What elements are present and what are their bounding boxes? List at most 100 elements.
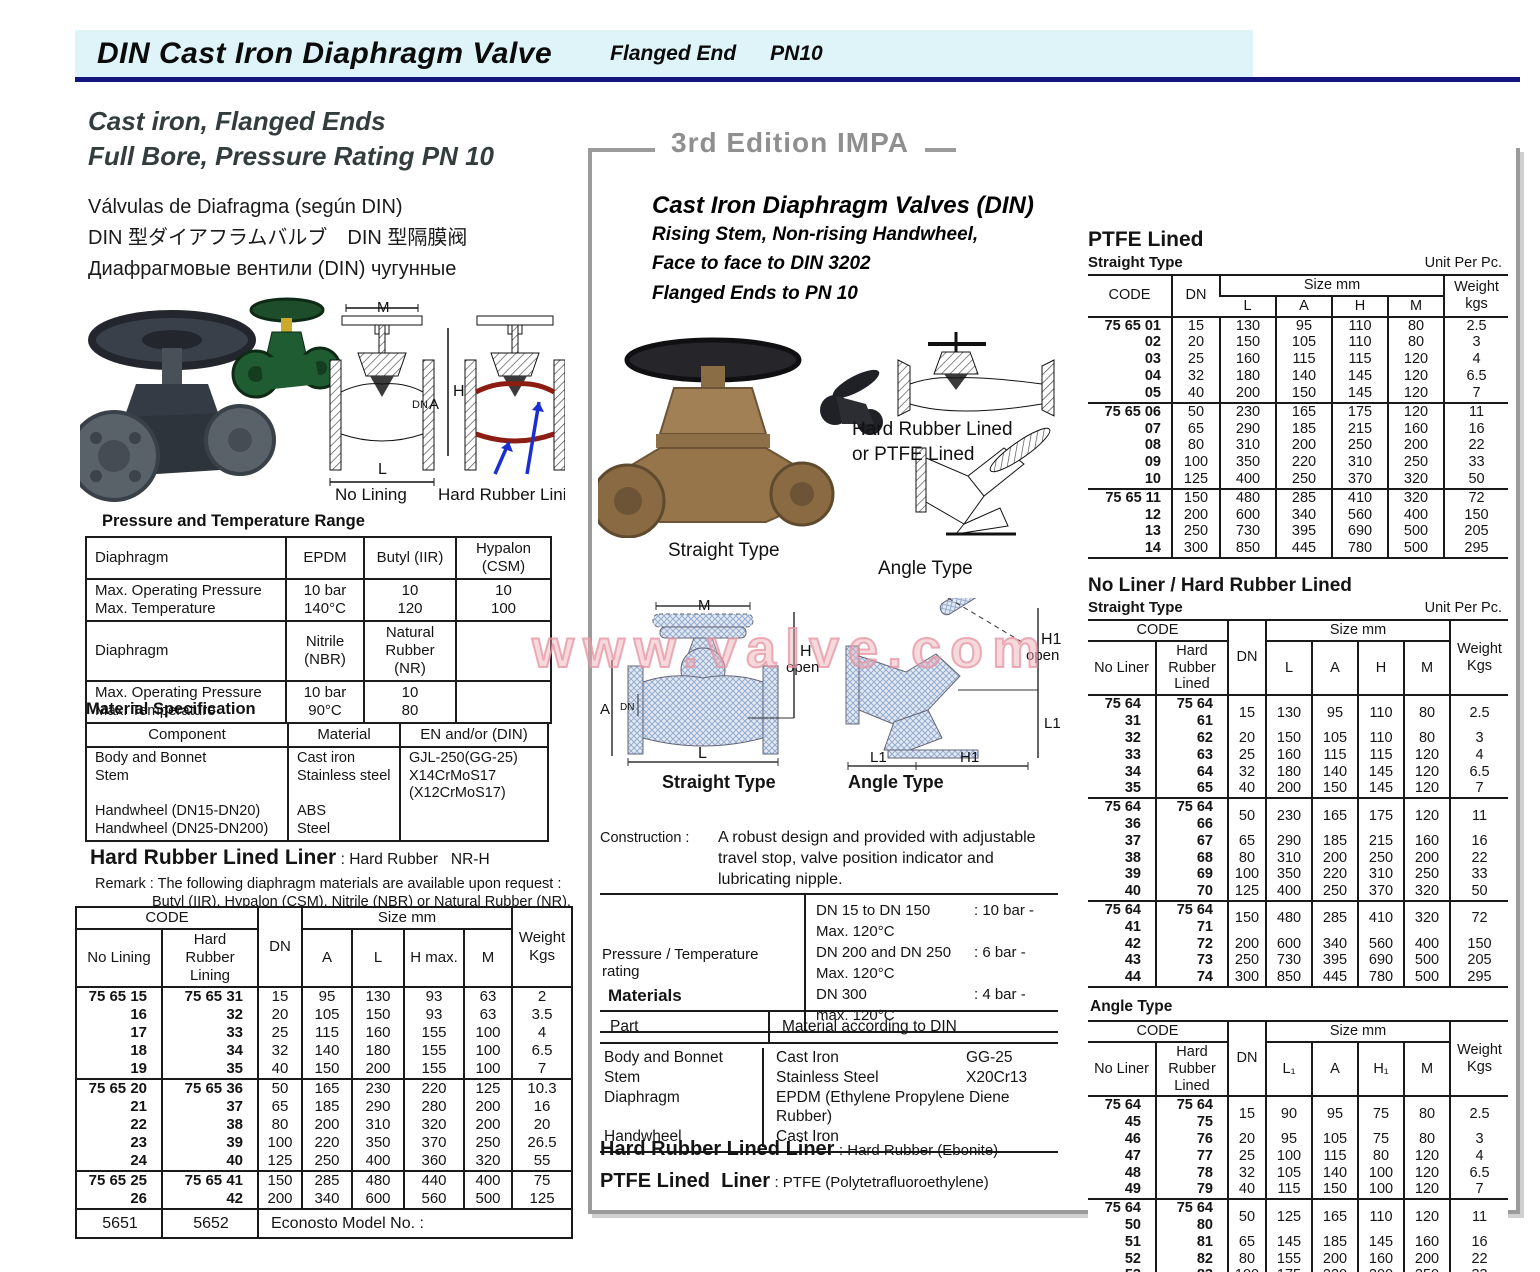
table-row: 48 78 32 105 140 100 120 6.5 [1088, 1164, 1509, 1182]
table-cell: 44 [1124, 969, 1141, 986]
col-hard-rubber-lined: Hard Rubber Lined [1155, 1041, 1228, 1097]
table-cell: 72 [1443, 488, 1509, 507]
table-row: 75 64 31 75 64 61 15 130 95 110 80 2.5 [1088, 695, 1509, 730]
table-row: 19 35 40 150 200 155 100 7 [76, 1060, 573, 1079]
table-cell: 22 [1449, 1250, 1509, 1268]
table-cell: 35 [161, 1060, 258, 1079]
table-cell: 17 [130, 1024, 147, 1041]
material-name: EPDM (Ethylene Propylene Diene Rubber) [776, 1088, 1010, 1126]
col-size-mm: Size mm [300, 907, 513, 930]
straight-dim-figure [611, 602, 795, 766]
table-cell: 600 [351, 1190, 404, 1209]
table-cell: 410 [1331, 488, 1388, 507]
table-cell: 32 [257, 1042, 302, 1060]
table-cell: 26.5 [511, 1134, 573, 1152]
table-cell: 150 [351, 1006, 404, 1024]
table-cell: 95 [301, 987, 352, 1006]
table-cell: 100 [1171, 454, 1220, 471]
pt-row2-nitrile: Nitrile (NBR) [285, 620, 365, 682]
table-cell: 74 [1155, 969, 1228, 988]
dim-label-h: H [453, 383, 465, 400]
pt-row3-label: Max. Operating Pressure Max. Temperature [85, 680, 287, 724]
table-cell: 120 [1386, 351, 1445, 369]
table-cell: 75 [1357, 1130, 1404, 1148]
ptfe-lined-title: PTFE Lined [1088, 228, 1204, 251]
col-hard-rubber-lined: Hard Rubber Lined [1155, 640, 1228, 696]
table-cell: 300 [1227, 969, 1266, 988]
edition-title: 3rd Edition IMPA [655, 127, 925, 159]
table-cell: 63 [1155, 746, 1228, 764]
table-cell: 32 [1171, 368, 1220, 385]
table-cell: 34 [1124, 763, 1141, 780]
table-cell: 75 65 01 [1104, 317, 1161, 334]
table-cell: 120 [1402, 780, 1451, 799]
cast-iron-valve-photo [80, 310, 276, 502]
table-cell: 16 [511, 1098, 573, 1116]
table-cell: 120 [1402, 1199, 1451, 1234]
table-cell: 285 [301, 1171, 352, 1190]
table-cell: 75 64 80 [1155, 1199, 1228, 1234]
table-cell: 250 [1357, 849, 1404, 867]
table-cell: 200 [1219, 384, 1276, 403]
pt-range-title: Pressure and Temperature Range [102, 512, 365, 530]
pt-row1-label: Max. Operating Pressure Max. Temperature [85, 578, 287, 622]
table-row: 07 65 290 185 215 160 16 [1088, 420, 1509, 438]
table-cell: 250 [1227, 952, 1266, 970]
table-cell: 4 [1449, 1147, 1509, 1165]
col-a: A [1275, 295, 1332, 317]
table-row: 08 80 310 200 250 200 22 [1088, 437, 1509, 455]
table-cell: 3 [1443, 334, 1509, 352]
table-row: 52 82 80 155 200 160 200 22 [1088, 1250, 1509, 1268]
hard-rubber-lining-drawing [464, 315, 565, 475]
materials-rows: Body and Bonnet Cast Iron GG-25 Stem Stai… [600, 1044, 1058, 1151]
table-cell: 6.5 [1449, 763, 1509, 781]
dimension-drawings: M H open A DN L H1 open L1 L1 H1 [600, 598, 1062, 770]
table-row: 44 74 300 850 445 780 500 295 [1088, 969, 1509, 988]
table-cell: 20 [1227, 729, 1266, 747]
header-rule [75, 77, 1520, 82]
material-name: Cast Iron [776, 1128, 839, 1146]
table-row: 10 125 400 250 370 320 50 [1088, 470, 1509, 489]
table-cell: 780 [1357, 969, 1404, 988]
table-cell: 395 [1275, 523, 1332, 541]
table-cell: 200 [351, 1060, 404, 1079]
table-row: 47 77 25 100 115 80 120 4 [1088, 1147, 1509, 1165]
table-cell: 50 [1443, 470, 1509, 489]
table-cell: 62 [1155, 729, 1228, 747]
table-cell: 100 [1357, 1164, 1404, 1182]
material-part: Handwheel [604, 1128, 682, 1146]
table-cell: 480 [1219, 488, 1276, 507]
table-cell: 40 [257, 1060, 302, 1079]
middle-valve-illustrations [598, 332, 1055, 538]
construction-label: Construction : [600, 830, 690, 846]
pt-row2-label: Diaphragm [85, 620, 287, 682]
footer-model-note: Econosto Model No. : [256, 1209, 573, 1239]
table-row: 75 64 45 75 64 75 15 90 95 75 80 2.5 [1088, 1096, 1509, 1131]
table-cell: 290 [1219, 420, 1276, 438]
table-cell: 40 [1227, 780, 1266, 799]
dn-rating: : 6 bar - Max. 120°C [816, 944, 1026, 982]
table-cell: 200 [1386, 437, 1445, 455]
table-cell: 24 [130, 1152, 147, 1169]
ptfe-lined-liner-note: PTFE Lined Liner : PTFE (Polytetrafluoro… [600, 1170, 989, 1193]
table-cell: 155 [1265, 1250, 1312, 1268]
table-cell: 52 [1124, 1250, 1141, 1267]
table-row: 33 63 25 160 115 115 120 4 [1088, 746, 1509, 764]
table-cell: 280 [403, 1098, 464, 1116]
table-cell: 145 [1331, 368, 1388, 385]
table-cell: 33 [161, 1024, 258, 1042]
table-cell: 140 [1275, 368, 1332, 385]
table-cell: 370 [403, 1134, 464, 1152]
table-cell: 105 [1311, 1130, 1358, 1148]
table-cell: 15 [1227, 1096, 1266, 1131]
table-cell: 32 [1227, 1164, 1266, 1182]
table-cell: 100 [257, 1134, 302, 1152]
materials-h-material: Material according to DIN [768, 1012, 1058, 1042]
table-cell: 150 [1449, 935, 1509, 953]
col-size-mm: Size mm [1264, 620, 1451, 642]
table-cell: 64 [1155, 763, 1228, 781]
table-cell: 37 [161, 1098, 258, 1116]
table-cell: 33 [1449, 1267, 1509, 1272]
col-h: H [1331, 295, 1388, 317]
table-cell: 185 [1275, 420, 1332, 438]
